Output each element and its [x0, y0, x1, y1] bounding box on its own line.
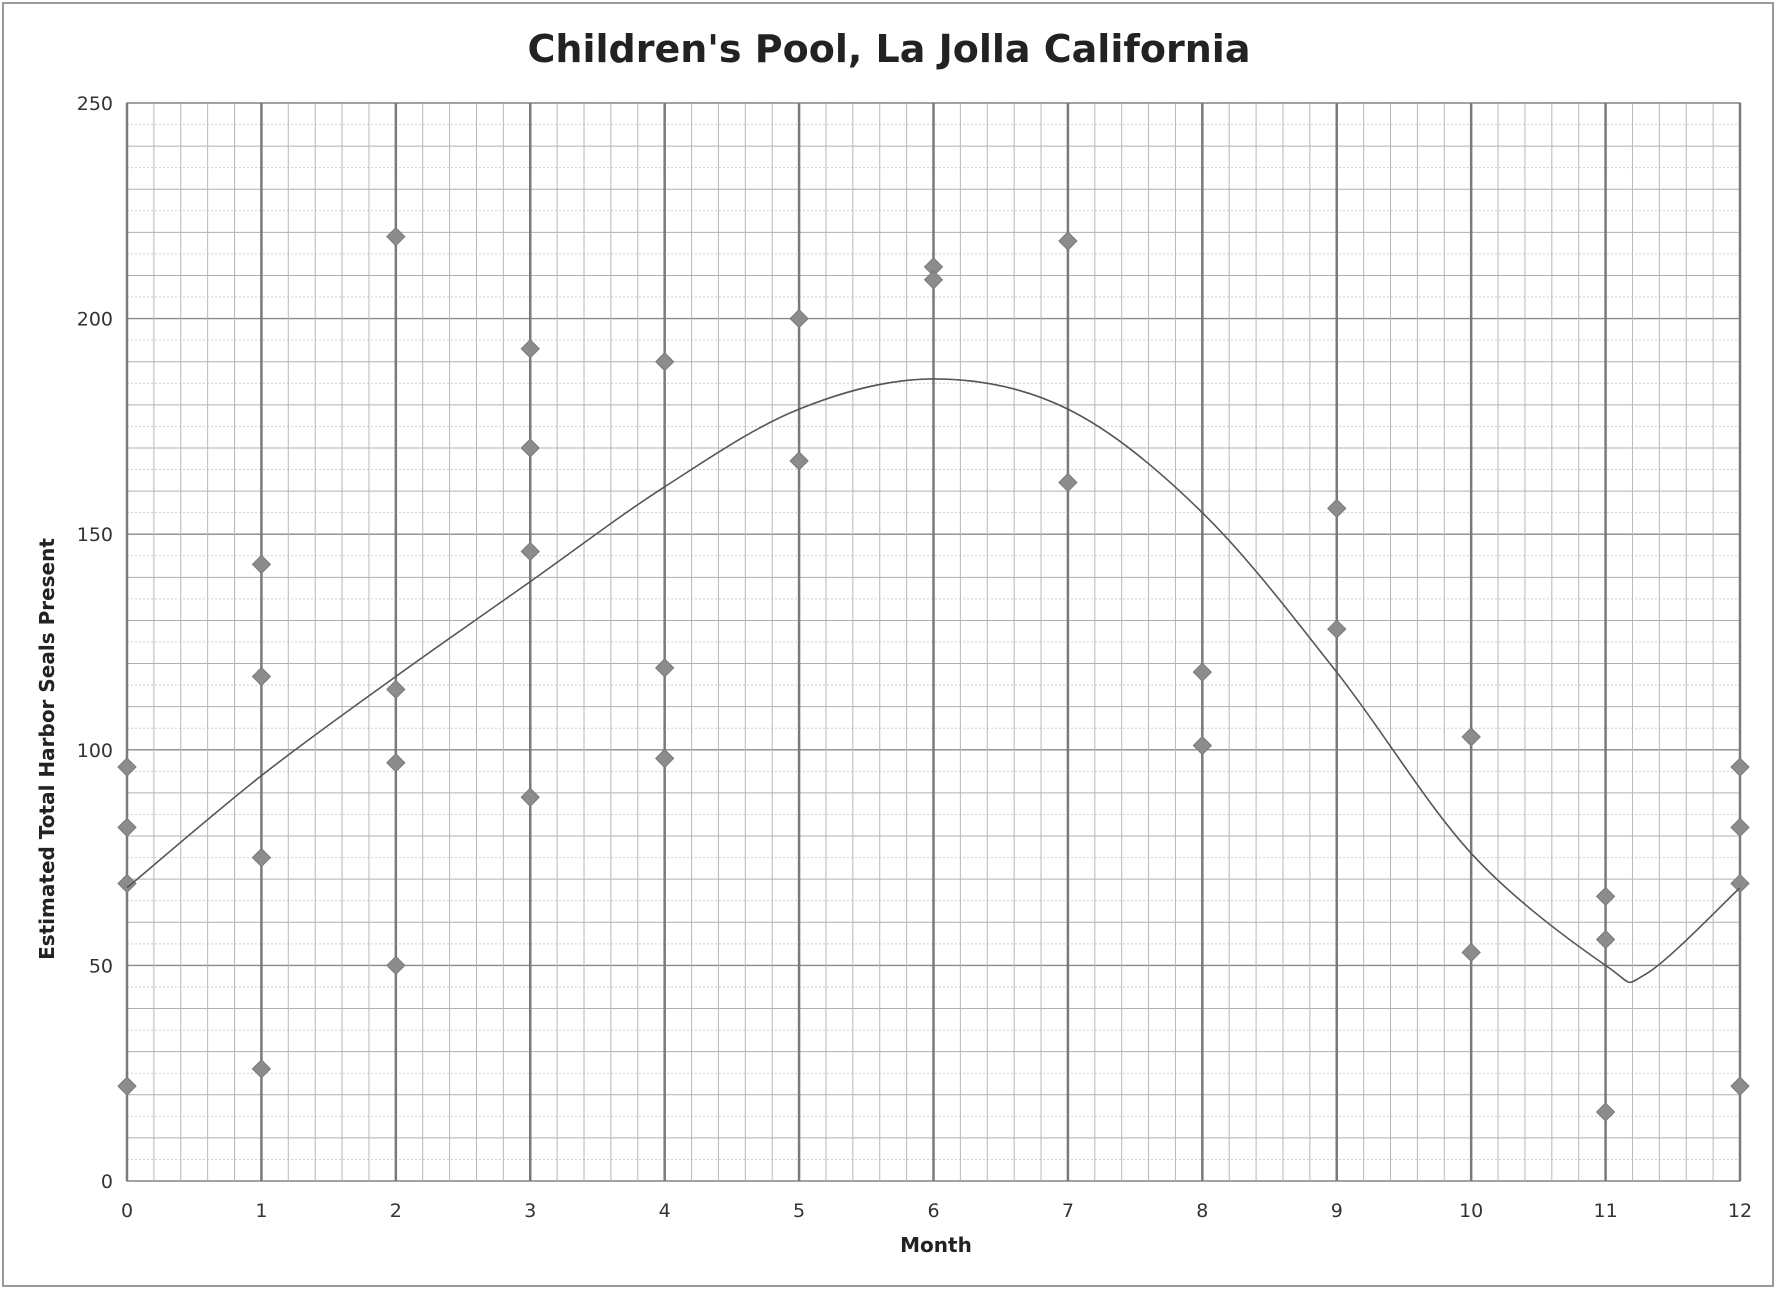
data-point	[117, 873, 137, 894]
x-tick-label: 2	[390, 1200, 402, 1222]
x-axis-title: Month	[900, 1233, 972, 1257]
data-point	[386, 226, 406, 247]
data-point	[1595, 929, 1616, 950]
data-point	[117, 817, 137, 838]
x-tick-label: 1	[255, 1200, 267, 1222]
data-point	[789, 451, 809, 471]
y-tick-label: 250	[77, 93, 113, 115]
data-point	[789, 308, 809, 329]
data-point	[1595, 1102, 1616, 1122]
x-tick-label: 5	[793, 1200, 805, 1222]
data-point	[1730, 757, 1750, 777]
data-point	[654, 658, 675, 678]
data-point	[654, 352, 675, 372]
data-point	[251, 666, 272, 687]
data-point	[386, 753, 406, 773]
x-tick-label: 0	[121, 1200, 133, 1222]
data-point	[654, 748, 675, 769]
y-tick-label: 200	[77, 309, 113, 331]
data-point	[520, 787, 540, 807]
x-axis-ticks: 0 1 2 3 4 5 6 7 8 9 10 11 12	[121, 1200, 1752, 1222]
data-point	[1327, 619, 1347, 639]
x-tick-label: 12	[1728, 1200, 1752, 1222]
y-axis-ticks: 0 50 100 150 200 250	[77, 93, 113, 1193]
chart-title: Children's Pool, La Jolla California	[528, 27, 1251, 71]
data-point	[1192, 735, 1213, 756]
data-point	[386, 955, 406, 976]
x-tick-label: 10	[1459, 1200, 1483, 1222]
y-axis-title: Estimated Total Harbor Seals Present	[35, 538, 59, 960]
x-tick-label: 11	[1593, 1200, 1617, 1222]
y-tick-label: 100	[77, 740, 113, 762]
y-tick-label: 150	[77, 524, 113, 546]
x-tick-label: 6	[927, 1200, 939, 1222]
data-point	[251, 554, 272, 575]
data-point	[1730, 873, 1750, 894]
data-point	[1730, 817, 1750, 838]
data-point	[520, 339, 540, 359]
y-tick-label: 0	[101, 1171, 113, 1193]
data-point	[1058, 231, 1078, 251]
x-tick-label: 8	[1196, 1200, 1208, 1222]
data-point	[386, 679, 406, 700]
y-tick-label: 50	[89, 955, 113, 977]
data-point	[251, 1059, 272, 1079]
data-point	[520, 438, 540, 458]
x-tick-label: 7	[1062, 1200, 1074, 1222]
data-point	[1461, 942, 1481, 963]
x-tick-label: 9	[1331, 1200, 1343, 1222]
x-tick-label: 4	[659, 1200, 671, 1222]
data-point	[117, 1076, 137, 1096]
trendline-path	[126, 378, 1741, 984]
data-point	[1730, 1076, 1750, 1096]
data-point	[1058, 472, 1078, 493]
trendline	[126, 378, 1741, 984]
data-point	[1327, 498, 1347, 519]
x-tick-label: 3	[524, 1200, 536, 1222]
data-points	[117, 226, 1750, 1122]
data-point	[251, 847, 272, 868]
data-point	[1461, 727, 1481, 747]
data-point	[1192, 662, 1213, 682]
data-point	[520, 541, 540, 562]
data-point	[923, 270, 944, 290]
data-point	[1595, 886, 1616, 907]
data-point	[117, 757, 137, 777]
